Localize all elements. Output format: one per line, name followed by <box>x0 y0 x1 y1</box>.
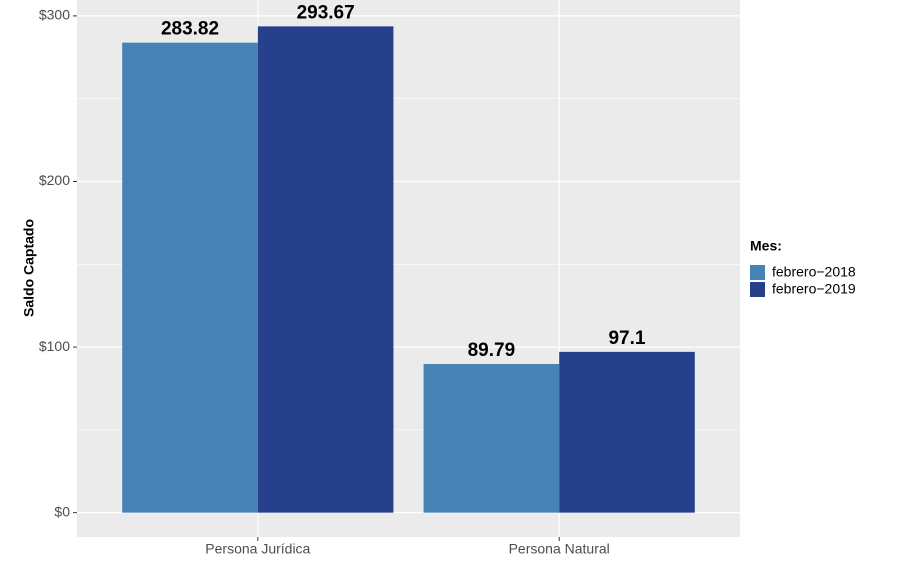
y-axis-title: Saldo Captado <box>21 219 37 317</box>
legend-label: febrero−2019 <box>772 281 856 297</box>
legend-title: Mes: <box>750 238 782 254</box>
bar <box>423 363 560 513</box>
data-label: 283.82 <box>161 19 219 40</box>
y-tick-label: $100 <box>39 338 70 354</box>
bar <box>257 26 394 513</box>
bar <box>559 351 695 513</box>
data-label: 97.1 <box>608 328 645 349</box>
legend-label: febrero−2018 <box>772 264 856 280</box>
y-tick-label: $300 <box>39 7 70 23</box>
bar <box>122 42 258 513</box>
y-tick-label: $200 <box>39 172 70 188</box>
y-tick-label: $0 <box>54 503 70 519</box>
legend-key <box>750 282 765 297</box>
x-tick-label: Persona Natural <box>509 541 610 557</box>
data-label: 89.79 <box>468 340 516 361</box>
data-label: 293.67 <box>297 2 355 23</box>
x-tick-label: Persona Jurídica <box>205 541 310 557</box>
legend-key <box>750 265 765 280</box>
